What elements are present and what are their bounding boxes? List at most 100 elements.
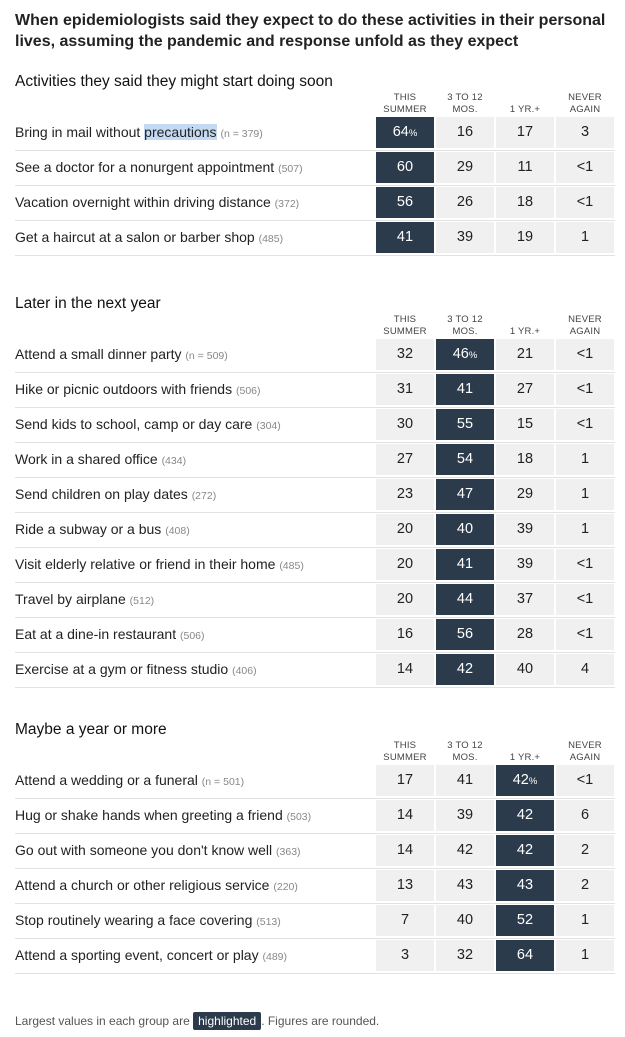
cell-value: 42 xyxy=(516,842,534,858)
value-cell: 43 xyxy=(436,870,494,901)
value-cell: 14 xyxy=(376,800,434,831)
cell-value: 1 xyxy=(580,229,590,245)
cell-value: 41 xyxy=(456,772,474,788)
column-header-line2: SUMMER xyxy=(383,103,427,115)
sample-size: (489) xyxy=(262,951,287,963)
cell-value: 1 xyxy=(580,486,590,502)
activity-text: Eat at a dine-in restaurant xyxy=(15,626,177,642)
cell-value: 42 xyxy=(456,661,474,677)
value-cell-highlighted: 54 xyxy=(436,444,494,475)
cell-value: 13 xyxy=(396,877,414,893)
value-cell: <1 xyxy=(556,409,614,440)
value-cell: 1 xyxy=(556,479,614,510)
selected-text: precautions xyxy=(144,124,217,140)
sample-size: (512) xyxy=(129,595,155,607)
activity-text: Work in a shared office xyxy=(15,451,158,467)
column-header-line1: NEVER xyxy=(568,740,602,751)
value-cell: 20 xyxy=(376,549,434,580)
column-header: NEVER AGAIN xyxy=(556,314,614,337)
value-cell: 32 xyxy=(436,940,494,971)
cell-value: 29 xyxy=(516,486,534,502)
column-header-line2: 1 YR.+ xyxy=(509,104,541,115)
cell-value: 17 xyxy=(396,772,414,788)
value-cell: <1 xyxy=(556,339,614,370)
cell-value: 39 xyxy=(456,229,474,245)
value-cell: <1 xyxy=(556,152,614,183)
activity-label: Hike or picnic outdoors with friends (50… xyxy=(15,373,261,406)
column-header-line2: AGAIN xyxy=(569,103,601,115)
value-cell: 15 xyxy=(496,409,554,440)
cell-value: 2 xyxy=(580,842,590,858)
cell-value: 14 xyxy=(396,661,414,677)
cell-value: 14 xyxy=(396,842,414,858)
value-cell: 17 xyxy=(496,117,554,148)
percent-sign: % xyxy=(468,350,478,361)
sample-size: (506) xyxy=(180,630,205,642)
sample-size: (372) xyxy=(274,198,300,210)
table-row: Stop routinely wearing a face covering (… xyxy=(15,904,615,939)
group-section: Later in the next year THIS SUMMER 3 TO 12 M… xyxy=(15,294,615,688)
value-cell-highlighted: 56 xyxy=(376,187,434,218)
value-cell: <1 xyxy=(556,619,614,650)
value-cell: 39 xyxy=(496,514,554,545)
value-cell-highlighted: 42 xyxy=(496,800,554,831)
value-cell: 2 xyxy=(556,835,614,866)
value-cell: 42 xyxy=(436,835,494,866)
value-cell-highlighted: 44 xyxy=(436,584,494,615)
value-cell-highlighted: 41 xyxy=(376,222,434,253)
value-cell: 39 xyxy=(436,222,494,253)
cell-value: 41 xyxy=(456,381,474,397)
value-cell-highlighted: 42% xyxy=(496,765,554,796)
cell-value: 42 xyxy=(456,842,474,858)
cell-value: 27 xyxy=(396,451,414,467)
value-cell: 16 xyxy=(376,619,434,650)
column-header: 3 TO 12 MOS. xyxy=(436,740,494,763)
group-section: Maybe a year or more THIS SUMMER 3 TO 12 MOS… xyxy=(15,720,615,974)
cell-value: <1 xyxy=(576,772,594,788)
table-row: Eat at a dine-in restaurant (506) 16 56 28 <… xyxy=(15,618,615,653)
cell-value: 19 xyxy=(516,229,534,245)
table-row: Travel by airplane (512) 20 44 37 <1 xyxy=(15,583,615,618)
value-cell: 27 xyxy=(496,374,554,405)
column-header-line1: NEVER xyxy=(568,314,602,325)
cell-value: 11 xyxy=(517,159,533,175)
cell-value: 21 xyxy=(516,346,534,362)
value-cell-highlighted: 64 xyxy=(496,940,554,971)
cell-value: 32 xyxy=(396,346,414,362)
column-header: NEVER AGAIN xyxy=(556,92,614,115)
column-header: THIS SUMMER xyxy=(376,740,434,763)
value-cell: 40 xyxy=(436,905,494,936)
sample-size: (434) xyxy=(161,455,187,467)
cell-value: 17 xyxy=(516,124,534,140)
activity-label: Vacation overnight within driving distan… xyxy=(15,186,299,219)
cell-value: 30 xyxy=(396,416,414,432)
activity-label: Send kids to school, camp or day care (3… xyxy=(15,408,281,441)
cell-value: 64 xyxy=(392,124,409,140)
sample-size: (n = 509) xyxy=(185,350,228,362)
percent-sign: % xyxy=(408,128,418,139)
cell-value: 39 xyxy=(516,521,534,537)
cell-value: 18 xyxy=(516,194,534,210)
value-cell: 23 xyxy=(376,479,434,510)
sample-size: (485) xyxy=(258,233,284,245)
value-cell-highlighted: 46% xyxy=(436,339,494,370)
activity-text: Visit elderly relative or friend in thei… xyxy=(15,556,276,572)
activity-text: Attend a church or other religious servi… xyxy=(15,877,270,893)
activity-label: Bring in mail without precautions (n = 3… xyxy=(15,116,263,149)
value-cell: 1 xyxy=(556,514,614,545)
activity-label: Attend a sporting event, concert or play… xyxy=(15,939,287,972)
column-header: 1 YR.+ xyxy=(496,752,554,764)
cell-value: 40 xyxy=(456,521,474,537)
value-cell: 7 xyxy=(376,905,434,936)
table-row: Attend a wedding or a funeral (n = 501) 1… xyxy=(15,764,615,799)
activity-text: Send children on play dates xyxy=(15,486,188,502)
footnote-after: . Figures are rounded. xyxy=(261,1014,380,1028)
column-header-row: THIS SUMMER 3 TO 12 MOS. 1 YR.+ NEVER AGAIN xyxy=(15,740,615,764)
cell-value: 39 xyxy=(456,807,474,823)
activity-label: Attend a small dinner party (n = 509) xyxy=(15,338,228,371)
cell-value: 3 xyxy=(580,124,590,140)
sample-size: (n = 379) xyxy=(220,128,263,140)
activity-label: Eat at a dine-in restaurant (506) xyxy=(15,618,205,651)
column-header: 1 YR.+ xyxy=(496,104,554,116)
column-header: 3 TO 12 MOS. xyxy=(436,314,494,337)
